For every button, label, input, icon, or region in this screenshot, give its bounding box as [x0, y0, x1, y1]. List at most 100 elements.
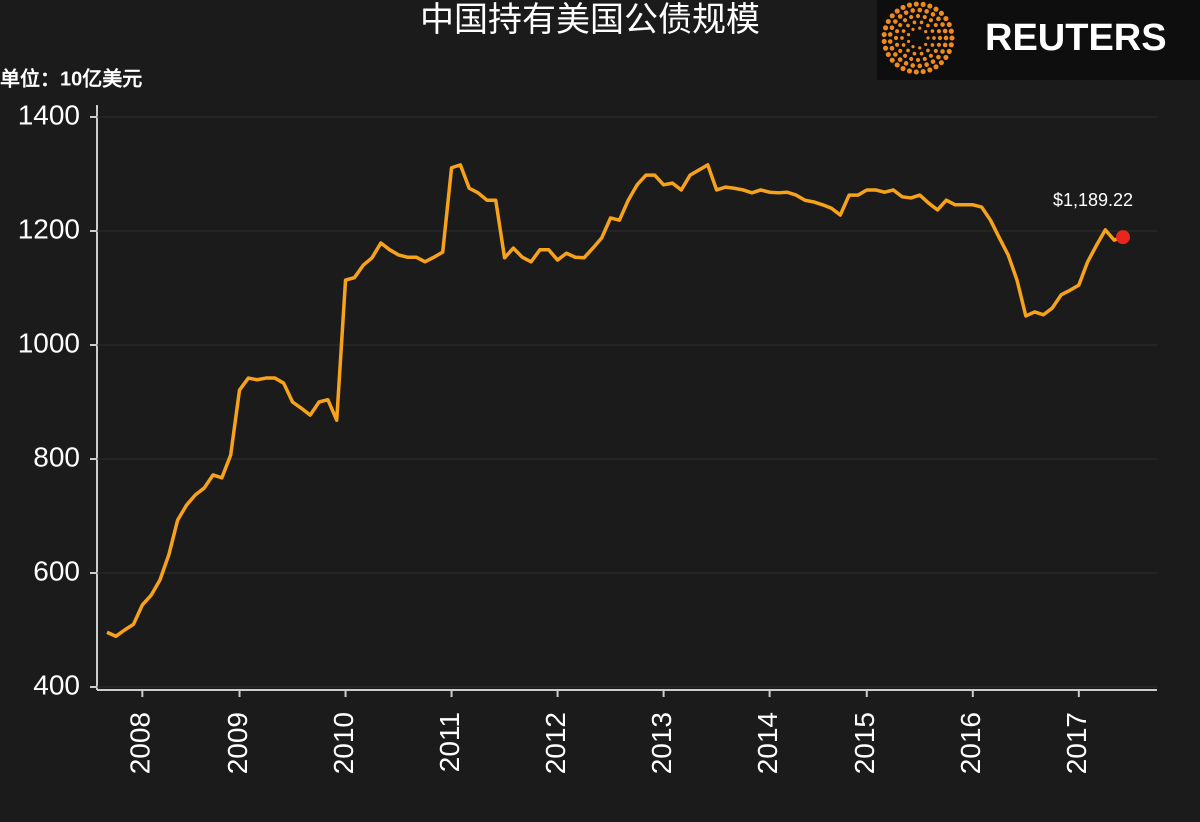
logo-dot [900, 4, 906, 11]
logo-dot [893, 52, 898, 57]
logo-dot [885, 51, 891, 58]
logo-dot [906, 23, 910, 28]
logo-dot [936, 42, 942, 47]
logo-dot [924, 29, 928, 34]
logo-dot [936, 16, 941, 22]
logo-dot [882, 45, 889, 51]
logo-dot [946, 48, 952, 54]
x-tick-label: 2011 [434, 712, 465, 772]
logo-dot [906, 2, 913, 8]
logo-dot [894, 29, 900, 34]
logo-dot [946, 22, 952, 28]
logo-dot [928, 18, 934, 23]
logo-dot [919, 20, 924, 25]
logo-dot [885, 18, 891, 25]
logo-dot [910, 8, 916, 13]
logo-dot [936, 29, 942, 34]
logo-dot [938, 60, 944, 66]
y-tick-label: 1400 [18, 99, 80, 130]
logo-dot [930, 29, 935, 33]
last-point [1116, 230, 1130, 245]
x-tick-label: 2010 [328, 712, 359, 774]
logo-dot [943, 54, 949, 60]
logo-dot [942, 42, 948, 48]
x-tick-label: 2015 [849, 712, 880, 774]
value-label: $1,189.22 [1053, 190, 1133, 210]
logo-dot [949, 35, 955, 41]
logo-dot [898, 22, 903, 28]
logo-dot [924, 9, 929, 14]
logo-dot [917, 7, 923, 13]
logo-dot [918, 26, 922, 30]
logo-dot [911, 45, 915, 49]
logo-dot [893, 35, 899, 41]
x-tick-label: 2017 [1061, 712, 1092, 774]
logo-dot [894, 42, 900, 47]
logo-dot [897, 14, 903, 19]
logo-dot [903, 10, 909, 15]
logo-dot [906, 68, 913, 74]
logo-dot [898, 48, 903, 54]
logo-dot [894, 62, 900, 68]
y-tick-label: 1000 [18, 327, 80, 358]
logo-dot [912, 20, 917, 25]
logo-dot [902, 53, 908, 58]
logo-box [877, 0, 1200, 80]
logo-dot [911, 27, 915, 31]
logo-dot [930, 43, 935, 47]
x-tick-label: 2016 [955, 712, 986, 774]
logo-dot [920, 69, 926, 75]
y-tick-label: 800 [33, 441, 80, 472]
logo-dot [927, 3, 933, 9]
logo-dot [940, 22, 945, 27]
logo-dot [948, 28, 954, 34]
y-tick-label: 1200 [18, 213, 80, 244]
logo-dot [932, 36, 936, 40]
unit-label: 单位：10亿美元 [0, 66, 142, 90]
logo-dot [910, 63, 916, 68]
logo-dot [889, 45, 895, 51]
line [106, 163, 1124, 639]
logo-dot [881, 32, 887, 38]
logo-dot [922, 14, 927, 20]
logo-dot [900, 36, 904, 40]
logo-dot [912, 51, 917, 56]
logo-dot [943, 16, 949, 22]
logo-dot [881, 38, 887, 44]
logo-dot [943, 35, 949, 41]
y-tick-label: 600 [33, 555, 80, 586]
logo-dot [909, 14, 914, 20]
logo-dot [937, 35, 943, 41]
logo-dot [907, 39, 911, 44]
x-tick-label: 2008 [125, 712, 156, 774]
logo-dot [897, 57, 903, 62]
logo-dot [889, 25, 895, 31]
logo-dot [918, 46, 922, 50]
logo-dot [915, 57, 921, 63]
logo-dot [926, 36, 930, 40]
logo-dot [933, 22, 938, 28]
x-tick-label: 2013 [646, 712, 677, 774]
logo-dot [942, 28, 948, 34]
logo-dot [938, 10, 944, 16]
logo-dot [900, 65, 906, 72]
logo-dot [907, 32, 911, 37]
logo-dot [913, 1, 919, 7]
logo-dot [917, 63, 923, 69]
logo-text: REUTERS [985, 17, 1167, 59]
logo-dot [940, 49, 945, 54]
logo-dot [936, 54, 941, 60]
logo-dot [901, 29, 906, 33]
logo-dot [901, 43, 906, 47]
logo-dot [893, 19, 898, 24]
logo-dot [889, 13, 895, 19]
logo-icon [881, 1, 955, 75]
logo-dot [926, 48, 930, 53]
logo-dot [919, 51, 924, 56]
x-tick-label: 2009 [222, 712, 253, 774]
logo-dot [930, 59, 936, 64]
logo-dot [894, 8, 900, 14]
logo-dot [928, 53, 934, 58]
logo-dot [889, 57, 895, 63]
